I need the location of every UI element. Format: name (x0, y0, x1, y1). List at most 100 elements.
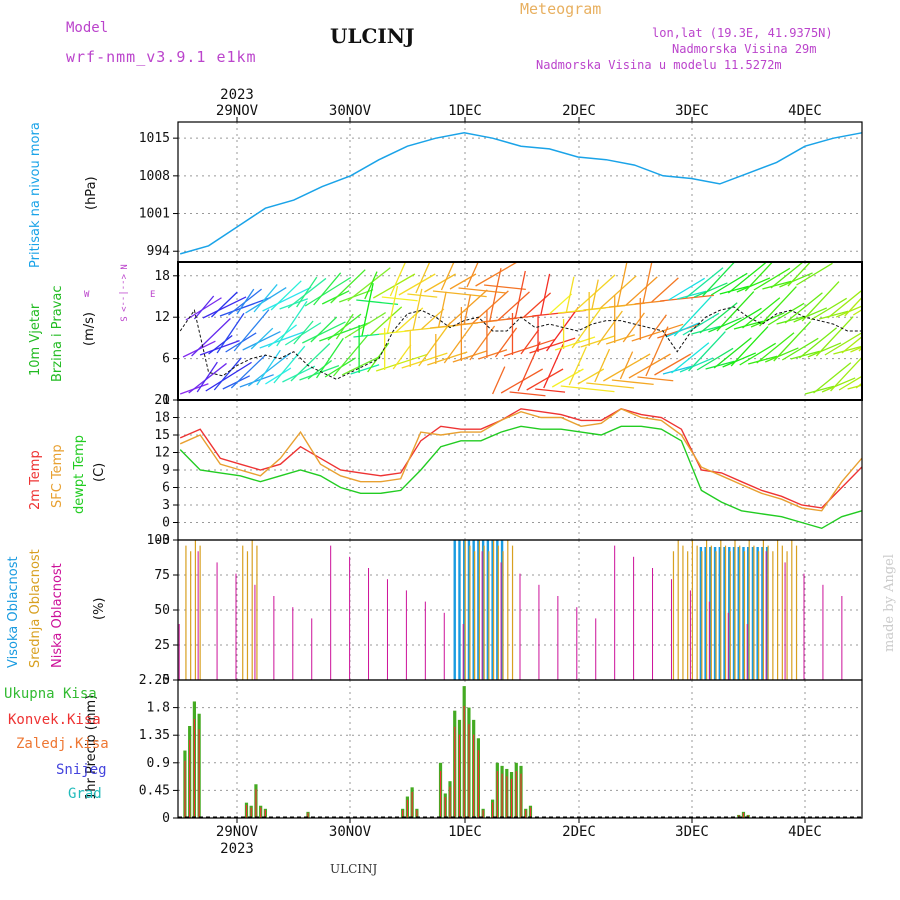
coords-text: lon,lat (19.3E, 41.9375N) (652, 26, 833, 40)
precip-conv-bar (496, 771, 498, 818)
wind-barb (478, 349, 508, 360)
wind-barb (668, 277, 706, 301)
wind-barb (535, 388, 566, 393)
wind-barb (344, 312, 386, 339)
wind-barb (262, 286, 312, 312)
wind-barb (378, 330, 409, 335)
wind-barb (418, 321, 452, 367)
wind-barb (307, 360, 333, 380)
wind-barb (847, 384, 862, 390)
wind-barb (392, 344, 412, 370)
wind-barb (819, 310, 849, 320)
precip-bars (183, 686, 750, 818)
ytick-label: 2.25 (139, 673, 170, 688)
xtick-label-top: 29NOV (216, 103, 259, 119)
wind-barb (807, 342, 842, 358)
wind-barb (310, 316, 338, 343)
wind-barb (548, 293, 573, 315)
wind-barb (742, 297, 781, 329)
xtick-label-bottom: 29NOV (216, 824, 259, 840)
model-label: Model (66, 20, 109, 36)
wind-barb (551, 368, 584, 388)
precip-conv-bar (501, 773, 503, 818)
wind-barb (716, 291, 755, 332)
xtick-label-bottom: 4DEC (788, 824, 822, 840)
wind-barb (710, 272, 748, 296)
precip-conv-bar (515, 771, 517, 818)
precip-conv-bar (463, 705, 465, 818)
wind-barb (219, 296, 271, 317)
wind-barb (634, 300, 665, 305)
wind-barb (443, 323, 474, 364)
wind-barb (236, 288, 255, 315)
xtick-label-bottom: 1DEC (448, 824, 482, 840)
wind-barb (475, 262, 519, 287)
cloud-bar-high (467, 540, 471, 680)
precip-conv-bar (477, 750, 479, 818)
wind-barb (793, 307, 828, 323)
wind-barb (415, 262, 431, 294)
wind-barb (671, 342, 710, 374)
precip-conv-bar (525, 810, 527, 818)
wind-barb (796, 262, 833, 286)
wind-barb (625, 276, 658, 306)
wind-barb (841, 335, 862, 354)
wind-barb (489, 268, 502, 322)
wind-barb (605, 334, 635, 345)
wind-barb (191, 318, 231, 357)
wind-barb (347, 267, 391, 302)
wind-barb (654, 353, 692, 376)
wind-barb (858, 346, 862, 352)
wind-barb (725, 307, 762, 331)
wind-barb (648, 314, 667, 340)
xtick-label-top: 30NOV (329, 103, 372, 119)
wind-barb (852, 309, 862, 316)
cloud-bar-high (463, 540, 466, 680)
footer-station: ULCINJ (330, 862, 378, 876)
wind-barb (804, 385, 835, 395)
wind-barb (523, 292, 552, 318)
wind-barb (739, 342, 777, 366)
precip-conv-bar (482, 810, 484, 818)
wind-barb (781, 337, 819, 361)
wind-barb (784, 292, 823, 324)
cloud-bar-high (453, 540, 456, 680)
model-name: wrf-nmm_v3.9.1 e1km (66, 48, 257, 66)
wind-barb (469, 325, 496, 361)
wind-barb (319, 321, 371, 342)
ytick-label: 6 (162, 481, 170, 496)
wind-barb (833, 345, 862, 355)
wind-compass: N <--|--> W E S (84, 262, 155, 332)
wind-barb (484, 284, 526, 291)
wind-barb (389, 262, 407, 297)
precip-conv-bar (245, 804, 248, 818)
panel-frame-pressure (177, 121, 863, 263)
ytick-label: 0 (162, 673, 170, 688)
wind-barb (546, 306, 579, 352)
wind-barb (509, 391, 546, 397)
cloud-bar-high (709, 547, 712, 680)
precip-conv-bar (198, 729, 200, 818)
cloud-bar-high (718, 547, 721, 680)
wind-barb (239, 374, 274, 388)
wind-barb (756, 332, 795, 364)
precip-legend-conv: Konvek.Kisa (8, 712, 101, 728)
xtick-label-bottom: 2DEC (562, 824, 596, 840)
wind-barb (835, 305, 862, 318)
cloud-bar-high (732, 547, 736, 680)
wind-barb (759, 286, 797, 327)
wind-barb (586, 382, 635, 389)
wind-barb (603, 353, 651, 382)
cloud-bar-high (713, 547, 717, 680)
wind-barb (302, 321, 346, 344)
wind-barb (299, 365, 340, 381)
wind-barb (341, 356, 381, 376)
xtick-label-bottom: 3DEC (675, 824, 709, 840)
wind-barb (693, 282, 728, 298)
ytick-label: 994 (147, 244, 171, 259)
ytick-label: 1.8 (147, 701, 170, 716)
wind-barb (330, 269, 366, 304)
precip-conv-bar (473, 734, 475, 818)
wind-barb (213, 357, 242, 391)
ytick-label: 1001 (139, 207, 170, 222)
